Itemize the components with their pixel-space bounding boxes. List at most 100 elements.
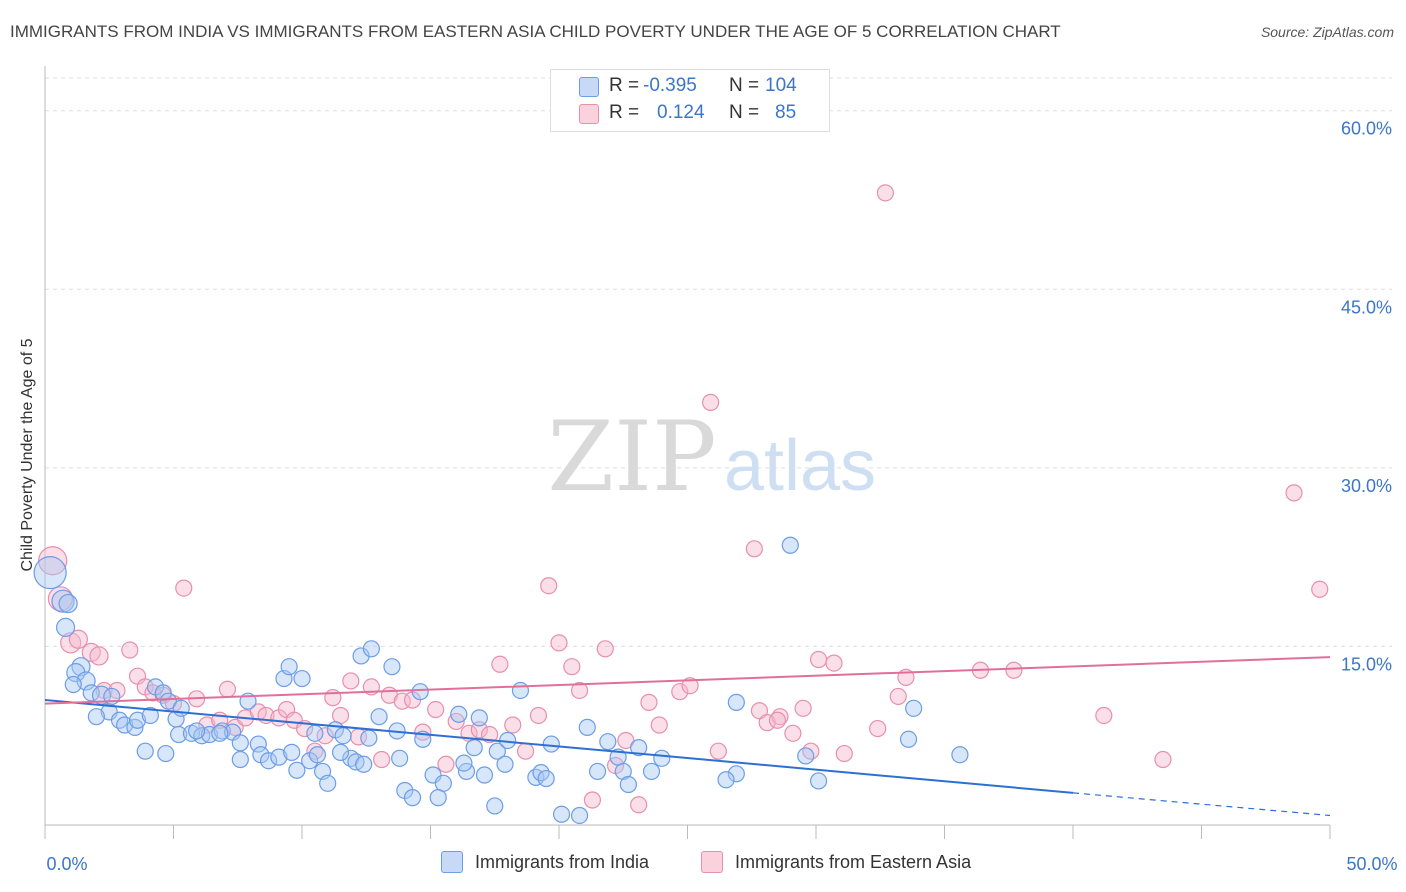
point-india xyxy=(905,699,923,717)
point-eastern-asia xyxy=(1285,484,1303,502)
point-india xyxy=(570,806,589,825)
point-india xyxy=(486,797,504,815)
point-india xyxy=(231,734,249,752)
point-eastern-asia xyxy=(437,755,455,773)
point-india xyxy=(280,658,298,676)
point-eastern-asia xyxy=(583,791,602,809)
point-india xyxy=(727,693,745,711)
point-eastern-asia xyxy=(89,646,109,666)
point-india xyxy=(355,755,373,773)
watermark-zip: ZIP xyxy=(547,401,716,513)
point-eastern-asia xyxy=(218,680,237,698)
x-tick-label-min: 0.0% xyxy=(46,854,87,874)
point-india xyxy=(465,739,483,757)
point-india xyxy=(429,789,447,807)
point-eastern-asia xyxy=(1311,580,1329,598)
point-india xyxy=(306,724,324,742)
point-india xyxy=(211,724,229,742)
point-india xyxy=(653,749,671,767)
trend-line-india-extension xyxy=(1072,792,1331,817)
x-tick-label-max: 50.0% xyxy=(1346,854,1397,874)
point-eastern-asia xyxy=(702,393,720,411)
point-india xyxy=(475,766,494,784)
point-eastern-asia xyxy=(709,742,727,760)
point-eastern-asia xyxy=(835,744,853,763)
point-india xyxy=(231,750,249,769)
point-eastern-asia xyxy=(481,725,499,744)
point-india xyxy=(781,536,799,554)
point-eastern-asia xyxy=(68,629,89,649)
point-eastern-asia xyxy=(650,716,668,734)
point-india xyxy=(154,684,172,702)
point-india xyxy=(283,743,301,761)
point-eastern-asia xyxy=(630,796,648,814)
y-tick-label: 45.0% xyxy=(1341,297,1392,317)
point-eastern-asia xyxy=(427,700,445,719)
legend-r-label-india: R = xyxy=(609,75,640,96)
series-legend-eastern-asia: Immigrants from Eastern Asia xyxy=(701,851,971,873)
point-eastern-asia xyxy=(640,693,658,711)
legend-swatch-eastern-asia xyxy=(579,104,599,124)
point-eastern-asia xyxy=(1005,661,1023,679)
point-india xyxy=(116,716,134,734)
point-india xyxy=(619,775,637,794)
point-india xyxy=(362,640,380,658)
point-eastern-asia xyxy=(550,634,568,652)
point-india xyxy=(537,769,555,788)
point-india xyxy=(58,593,78,614)
point-india xyxy=(578,718,596,736)
correlation-legend: R = -0.395 N = 104 R = 0.124 N = 85 xyxy=(550,69,830,132)
point-india xyxy=(588,762,607,781)
point-india xyxy=(488,742,506,760)
point-eastern-asia xyxy=(516,742,535,760)
point-eastern-asia xyxy=(491,655,509,673)
point-india xyxy=(370,708,388,726)
point-eastern-asia xyxy=(809,650,828,669)
point-eastern-asia xyxy=(750,702,769,720)
point-eastern-asia xyxy=(889,687,907,706)
legend-r-label-eastern-asia: R = xyxy=(609,102,640,123)
point-india xyxy=(293,669,311,688)
y-tick-label: 60.0% xyxy=(1341,119,1392,139)
point-india xyxy=(319,774,337,792)
point-india xyxy=(270,748,288,766)
point-india xyxy=(727,765,745,783)
point-india xyxy=(64,675,82,694)
point-india xyxy=(259,752,278,770)
point-eastern-asia xyxy=(570,681,589,700)
point-eastern-asia xyxy=(876,184,894,202)
point-india xyxy=(172,699,190,717)
trend-line-eastern-asia xyxy=(44,656,1331,705)
point-india xyxy=(599,733,617,751)
series-legend-india: Immigrants from India xyxy=(441,851,649,873)
legend-n-value-eastern-asia: 85 xyxy=(775,102,797,123)
point-india xyxy=(470,709,488,727)
point-india xyxy=(33,556,67,590)
point-eastern-asia xyxy=(470,721,488,739)
y-tick-label: 15.0% xyxy=(1341,654,1392,674)
point-india xyxy=(511,681,530,700)
point-eastern-asia xyxy=(784,724,802,742)
point-india xyxy=(403,789,422,807)
point-eastern-asia xyxy=(529,706,548,725)
point-eastern-asia xyxy=(825,654,843,672)
point-india xyxy=(542,735,560,753)
point-eastern-asia xyxy=(563,658,581,676)
point-india xyxy=(496,755,514,773)
point-india xyxy=(614,762,632,781)
point-india xyxy=(630,739,648,757)
y-tick-label: 30.0% xyxy=(1341,476,1392,496)
legend-r-value-india: -0.395 xyxy=(643,75,697,96)
y-tick-labels: 15.0% 30.0% 45.0% 60.0% xyxy=(1341,119,1392,675)
point-eastern-asia xyxy=(596,640,614,658)
point-india xyxy=(55,617,76,637)
point-india xyxy=(455,754,473,772)
point-india xyxy=(110,711,129,729)
watermark-atlas: atlas xyxy=(724,426,876,506)
legend-n-label-india: N = xyxy=(729,75,760,96)
point-india xyxy=(552,805,571,823)
point-india xyxy=(87,708,106,726)
point-eastern-asia xyxy=(121,641,139,659)
legend-swatch-india xyxy=(579,77,599,97)
